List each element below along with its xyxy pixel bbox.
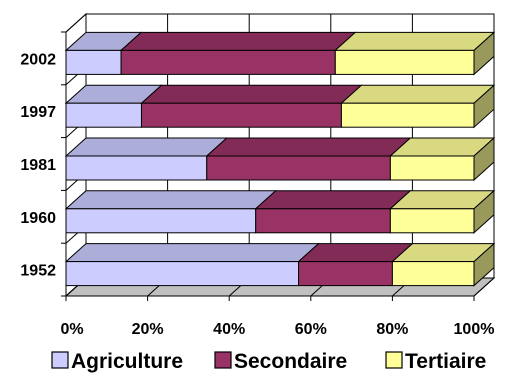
bar-tertiaire-1952 bbox=[391, 242, 496, 287]
x-tick-label: 0% bbox=[60, 321, 83, 338]
legend-swatch bbox=[51, 351, 69, 369]
legend: Agriculture Secondaire Tertiaire bbox=[51, 350, 486, 373]
bar-secondaire-1952 bbox=[297, 243, 414, 287]
legend-swatch bbox=[214, 351, 232, 369]
category-separator bbox=[65, 13, 87, 33]
legend-label: Agriculture bbox=[71, 350, 183, 373]
y-tick-label: 2002 bbox=[20, 51, 56, 68]
x-tick-label: 100% bbox=[454, 321, 495, 338]
y-tick-label: 1952 bbox=[20, 263, 56, 280]
bar-tertiaire-2002 bbox=[333, 31, 496, 76]
bar-agriculture-1960 bbox=[64, 190, 278, 234]
x-tick-label: 60% bbox=[295, 321, 327, 338]
y-tick-label: 1981 bbox=[20, 157, 56, 174]
legend-item-agriculture: Agriculture bbox=[51, 350, 183, 373]
y-tick-label: 1960 bbox=[20, 210, 56, 227]
bars bbox=[64, 31, 496, 287]
legend-label: Tertiaire bbox=[405, 350, 486, 373]
axes bbox=[61, 31, 475, 301]
legend-label: Secondaire bbox=[234, 350, 347, 373]
grid-line-floor bbox=[473, 277, 495, 297]
bar-secondaire-1960 bbox=[254, 190, 412, 234]
bar-agriculture-2002 bbox=[64, 31, 143, 75]
bar-secondaire-2002 bbox=[119, 31, 357, 75]
bar-tertiaire-1960 bbox=[389, 189, 496, 234]
x-tick-label: 80% bbox=[376, 321, 408, 338]
bar-tertiaire-1981 bbox=[389, 136, 496, 182]
x-tick-label: 20% bbox=[132, 321, 164, 338]
y-tick-label: 1997 bbox=[20, 104, 56, 121]
bar-tertiaire-1997 bbox=[340, 84, 496, 129]
bar-agriculture-1981 bbox=[64, 137, 229, 181]
tick-labels: 2002 1997 1981 1960 1952 0% 20% 40% 60% 80% 100% bbox=[20, 51, 494, 338]
bar-agriculture-1952 bbox=[64, 243, 320, 287]
bar-secondaire-1981 bbox=[205, 137, 412, 181]
x-tick-label: 40% bbox=[213, 321, 245, 338]
legend-swatch bbox=[385, 351, 403, 369]
legend-item-tertiaire: Tertiaire bbox=[385, 350, 486, 373]
bar-secondaire-1997 bbox=[140, 84, 363, 128]
legend-item-secondaire: Secondaire bbox=[214, 350, 347, 373]
